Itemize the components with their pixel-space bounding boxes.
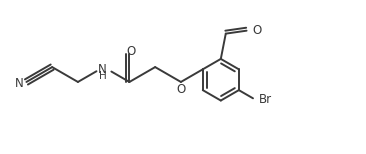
Text: N: N	[15, 77, 23, 90]
Text: H: H	[99, 71, 107, 81]
Text: O: O	[127, 45, 136, 58]
Text: Br: Br	[259, 93, 272, 106]
Text: O: O	[176, 83, 186, 96]
Text: O: O	[253, 24, 262, 37]
Text: N: N	[98, 63, 107, 76]
